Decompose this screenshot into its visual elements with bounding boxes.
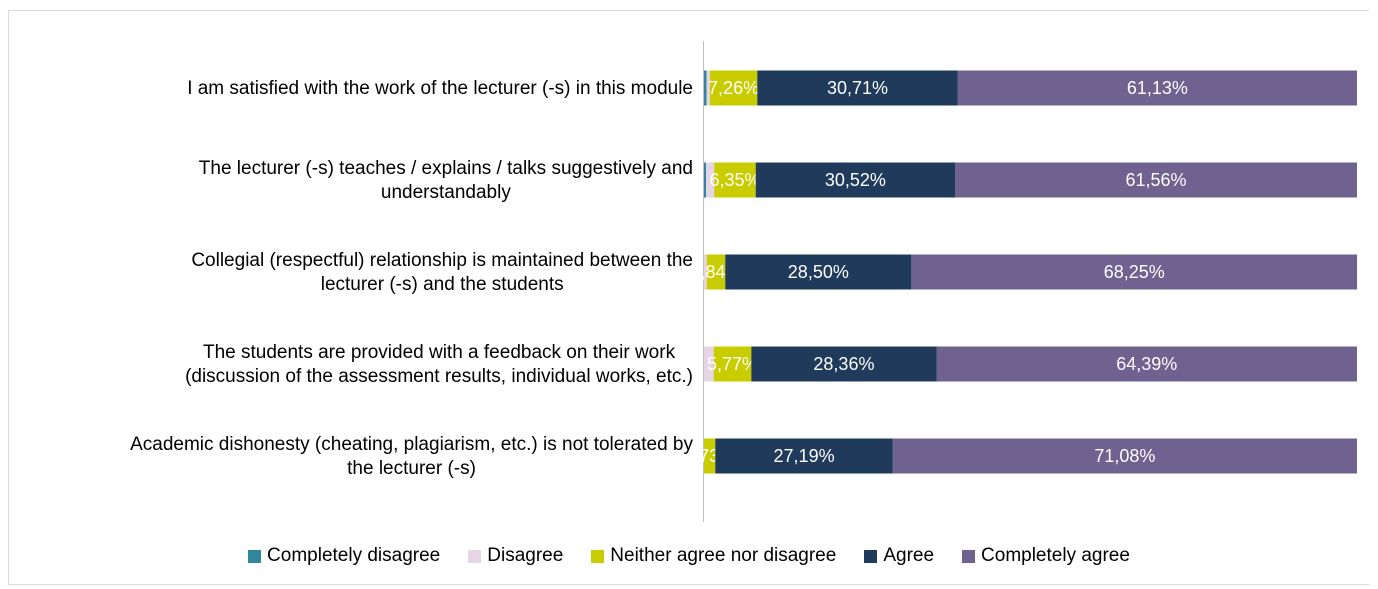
data-label: 28,36% <box>813 354 874 374</box>
legend: Completely disagree Disagree Neither agree… <box>0 541 1378 571</box>
category-labels: I am satisfied with the work of the lect… <box>130 78 693 479</box>
bar-segment <box>725 254 912 290</box>
data-label: 61,13% <box>1127 78 1188 98</box>
bar-segment <box>704 70 707 106</box>
data-label: 30,52% <box>825 170 886 190</box>
bar-segment <box>704 254 707 290</box>
category-label: The lecturer (-s) teaches / explains / t… <box>199 158 693 179</box>
category-label: Academic dishonesty (cheating, plagiaris… <box>130 434 693 455</box>
legend-label: Agree <box>883 545 935 566</box>
category-label: understandably <box>381 182 511 203</box>
bar-segment <box>892 438 1357 474</box>
data-label: 64,39% <box>1116 354 1177 374</box>
data-label: 61,56% <box>1125 170 1186 190</box>
data-label: 7,26% <box>708 78 759 98</box>
legend-swatch <box>468 549 482 563</box>
bar-segment <box>706 70 710 106</box>
legend-swatch <box>591 549 605 563</box>
bar-segment <box>715 438 893 474</box>
legend-swatch <box>864 549 878 563</box>
data-label: 71,08% <box>1094 446 1155 466</box>
category-label: The students are provided with a feedbac… <box>203 342 676 363</box>
category-label: I am satisfied with the work of the lect… <box>187 78 693 99</box>
bar-segment <box>955 162 1357 198</box>
bar-segment <box>957 70 1357 106</box>
bar-segment <box>704 346 714 382</box>
data-label: 5,77% <box>707 354 758 374</box>
data-label: 27,19% <box>774 446 835 466</box>
legend-item: Agree <box>864 545 934 567</box>
legend-label: Completely disagree <box>267 545 441 566</box>
legend-label: Completely agree <box>981 545 1130 566</box>
data-label: 6,35% <box>709 170 760 190</box>
legend-item: Completely disagree <box>248 545 440 567</box>
legend-item: Neither agree nor disagree <box>591 545 836 567</box>
category-label: lecturer (-s) and the students <box>321 274 564 295</box>
legend-swatch <box>248 549 262 563</box>
bar-segment <box>714 162 756 198</box>
bar-segment <box>704 162 707 198</box>
bars-layer: 7,26% 30,71% 61,13%6,35% 30,52% 61,56%2,84% 2… <box>684 70 1358 474</box>
bar-segment <box>755 162 956 198</box>
legend-swatch <box>962 549 976 563</box>
bar-segment <box>706 162 715 198</box>
data-label: 30,71% <box>827 78 888 98</box>
category-label: Collegial (respectful) relationship is m… <box>191 250 693 271</box>
bar-segment <box>704 438 716 474</box>
bar-segment <box>713 346 752 382</box>
bar-segment <box>751 346 937 382</box>
bar-segment <box>706 254 726 290</box>
legend-label: Disagree <box>487 545 564 566</box>
legend-item: Disagree <box>468 545 563 567</box>
legend-label: Neither agree nor disagree <box>610 545 837 566</box>
data-label: 28,50% <box>788 262 849 282</box>
bar-segment <box>709 70 758 106</box>
chart-plot: 7,26% 30,71% 61,13%6,35% 30,52% 61,56%2,84% 2… <box>130 41 1358 522</box>
bar-segment <box>757 70 958 106</box>
chart-frame <box>8 10 1369 585</box>
category-label: the lecturer (-s) <box>347 458 476 479</box>
category-label: (discussion of the assessment results, i… <box>185 366 693 387</box>
data-label: 68,25% <box>1104 262 1165 282</box>
bar-segment <box>911 254 1358 290</box>
legend-item: Completely agree <box>962 545 1130 567</box>
bar-segment <box>936 346 1357 382</box>
